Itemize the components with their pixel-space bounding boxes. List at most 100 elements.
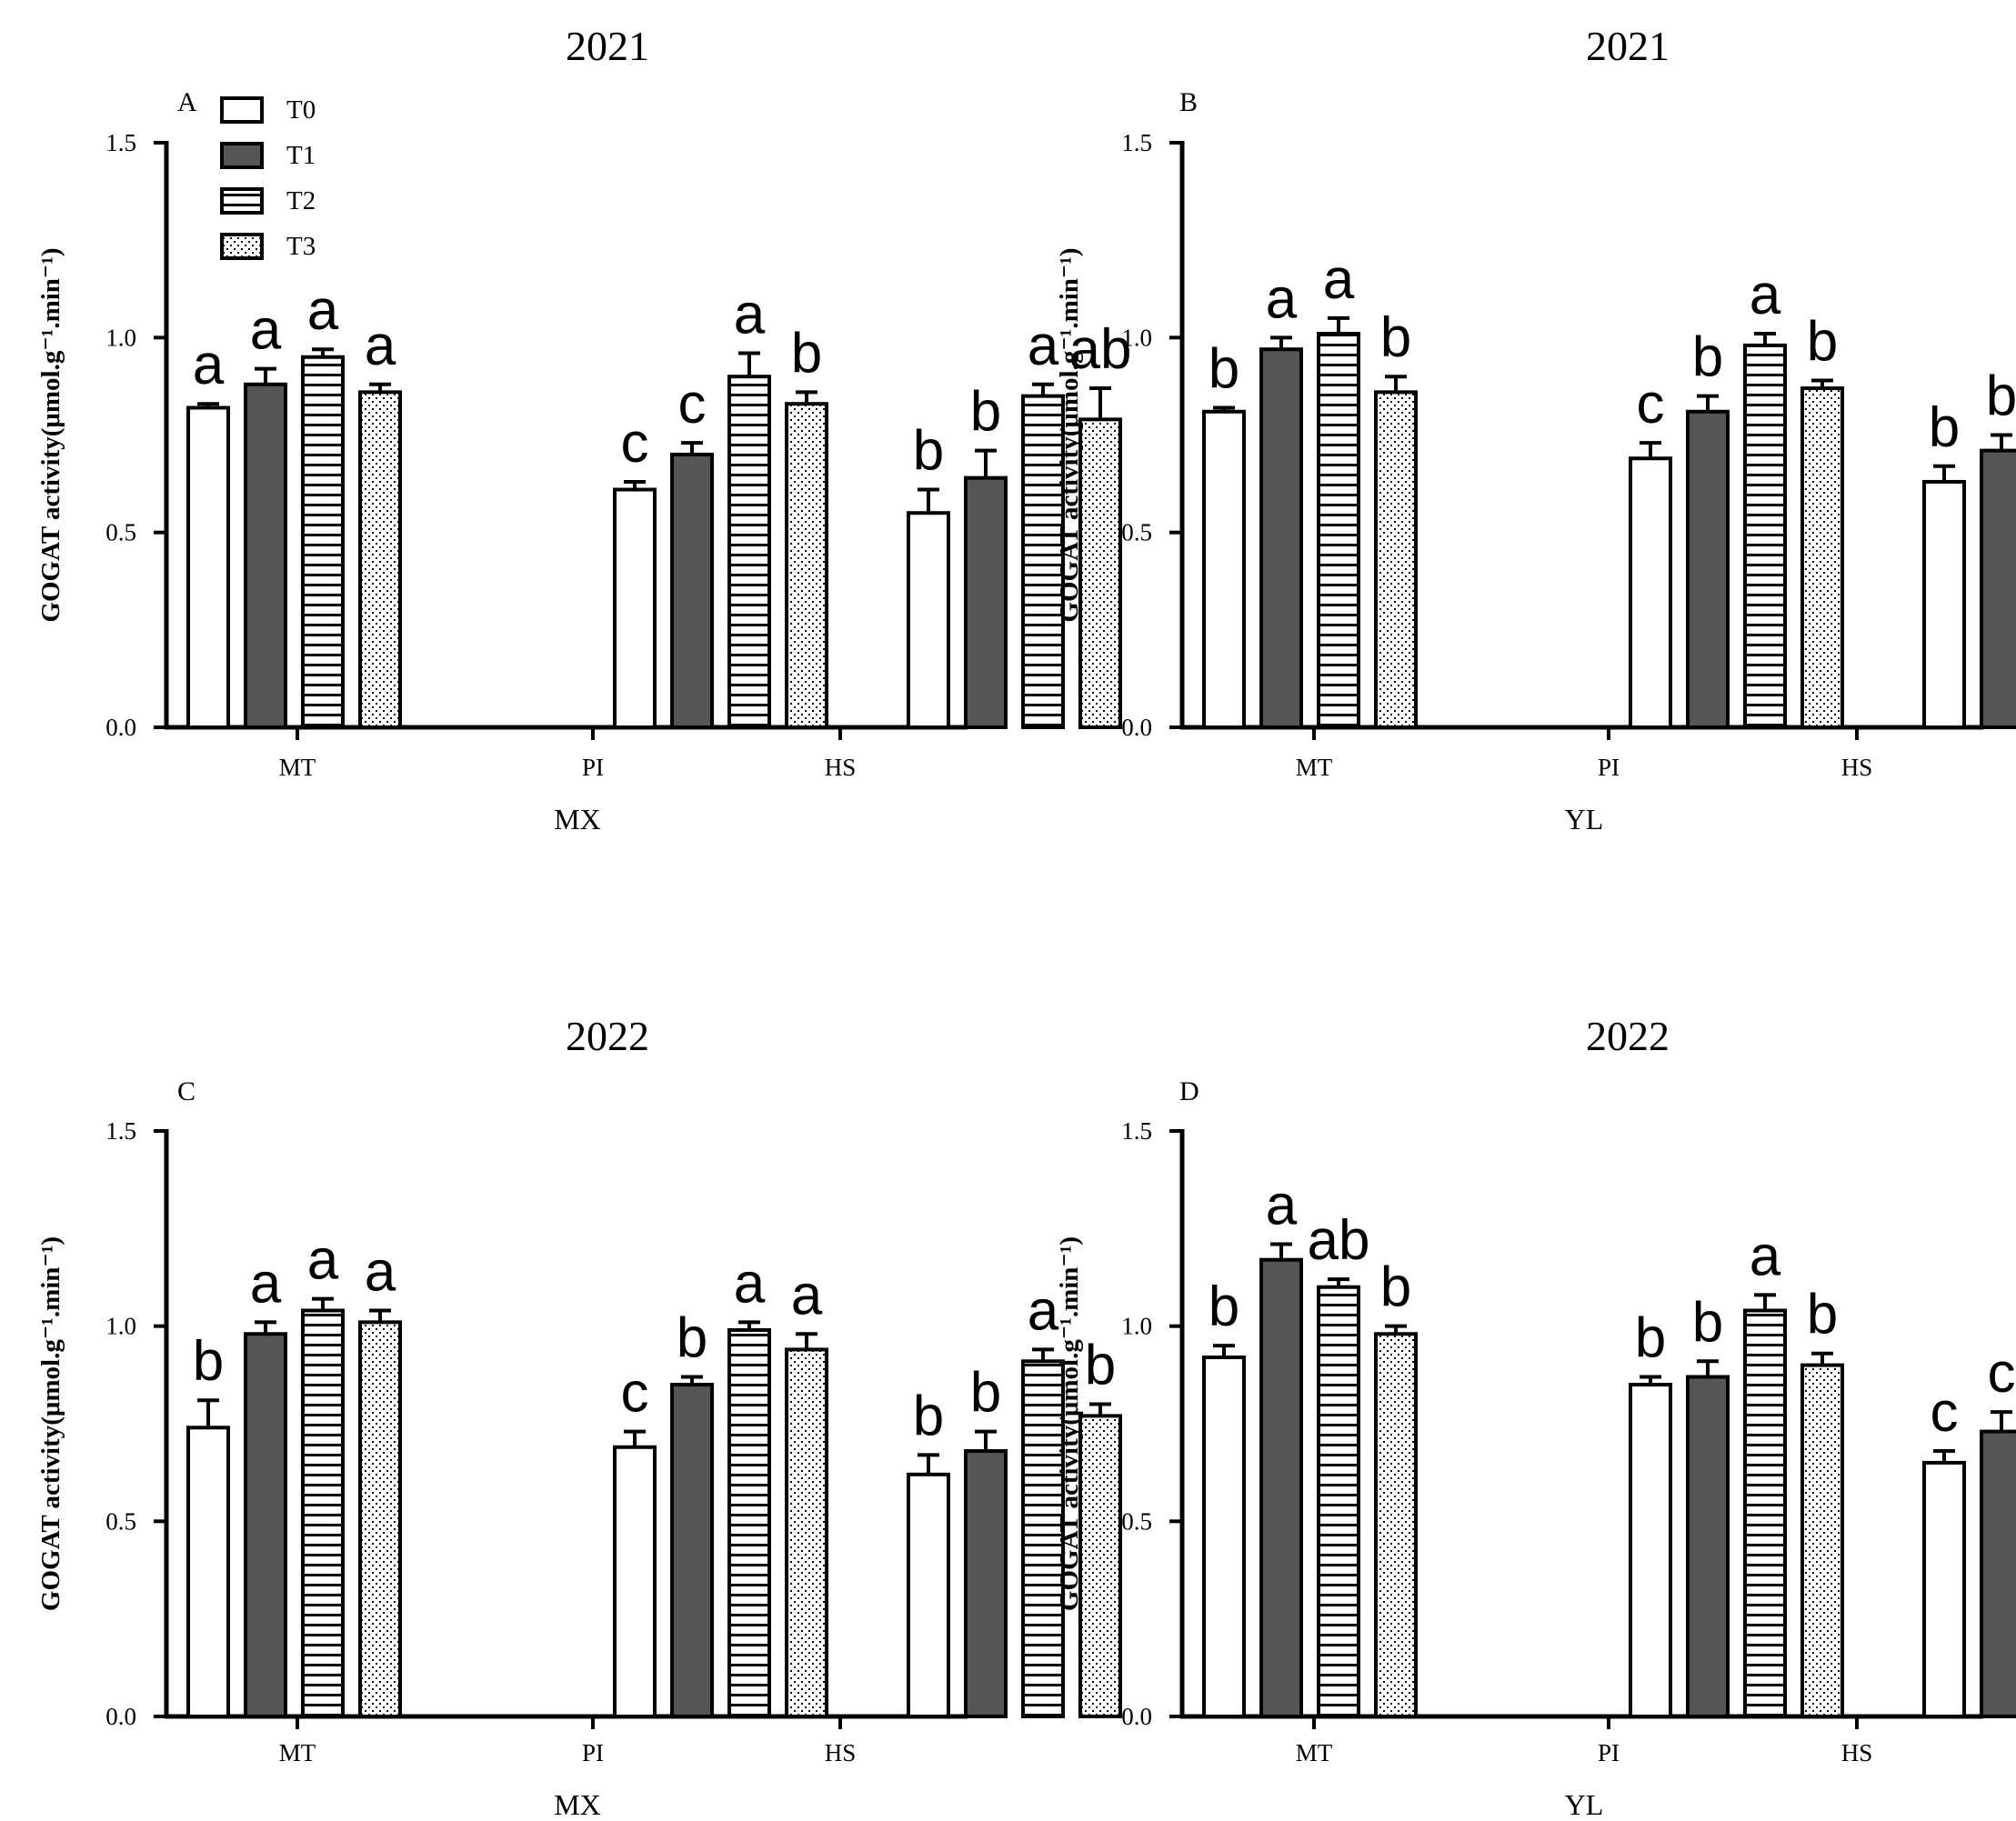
x-axis-title: MX [554, 1788, 601, 1821]
chart-title: 2021 [566, 23, 649, 69]
significance-letter: a [1266, 267, 1298, 330]
significance-letter: b [970, 1362, 1001, 1425]
bar-t1-hs [964, 1449, 1008, 1718]
y-tick-label: 1.0 [1121, 324, 1152, 351]
bar-t0-hs [1922, 479, 1966, 729]
chart-title: 2021 [1586, 23, 1670, 69]
bar-t2-pi [1743, 343, 1787, 729]
significance-letter: b [1807, 1284, 1838, 1346]
bar-t1-hs [1980, 1429, 2016, 1718]
x-axis-title: MX [554, 803, 601, 835]
y-axis-title: GOGAT activity(μmol.g⁻¹.min⁻¹) [36, 1236, 65, 1611]
legend-label-t3: T3 [286, 232, 316, 261]
significance-letter: a [250, 299, 282, 362]
bar-t0-mt [186, 1426, 230, 1718]
significance-letter: ab [1308, 1209, 1370, 1272]
x-tick-label: PI [582, 1739, 604, 1766]
significance-letter: b [1209, 337, 1239, 400]
x-tick-label: HS [1841, 754, 1873, 781]
x-tick-label: MT [279, 754, 316, 781]
legend-swatch-t3 [220, 233, 264, 260]
significance-letter: a [307, 1229, 339, 1292]
bar-t3-mt [1374, 1332, 1418, 1718]
bar-t2-pi [727, 375, 771, 729]
panel-letter: D [1179, 1076, 1199, 1106]
bar-t0-hs [907, 511, 950, 729]
y-tick-label: 1.0 [105, 324, 136, 351]
bar-t1-mt [244, 382, 287, 729]
significance-letter: b [1929, 396, 1960, 459]
y-tick-label: 0.0 [105, 714, 136, 741]
bar-t0-mt [1202, 409, 1246, 729]
bar-t1-pi [1686, 409, 1730, 729]
y-tick-label: 0.5 [105, 1507, 136, 1535]
significance-letter: a [1750, 264, 1781, 326]
legend-label-t0: T0 [286, 95, 316, 125]
bar-t1-pi [670, 1383, 714, 1718]
significance-letter: c [1637, 373, 1665, 435]
significance-letter: a [1028, 1279, 1059, 1342]
bar-t2-mt [301, 355, 345, 729]
bar-t2-pi [1743, 1308, 1787, 1718]
bar-t1-mt [1259, 1257, 1303, 1719]
significance-letter: a [193, 334, 225, 396]
bar-t3-mt [1374, 390, 1418, 729]
chart-title: 2022 [1586, 1013, 1670, 1059]
significance-letter: b [791, 322, 822, 385]
bar-t1-mt [1259, 347, 1303, 729]
significance-letter: a [365, 1240, 396, 1303]
significance-letter: a [365, 315, 396, 377]
bar-t3-mt [358, 1320, 402, 1718]
legend-swatch-t1 [220, 142, 264, 169]
panel-b: 2021 B GOGAT activity(μmol.g⁻¹.min⁻¹) 0.0 0.… [1055, 23, 2016, 835]
bar-t3-pi [785, 402, 828, 729]
x-tick-label: HS [1841, 1739, 1873, 1766]
bar-t2-mt [301, 1308, 345, 1718]
significance-letter: b [970, 381, 1001, 444]
bar-t0-pi [613, 1445, 657, 1718]
bar-t3-hs [1078, 417, 1122, 729]
panel-c: 2022 C GOGAT activity(μmol.g⁻¹.min⁻¹) 0.0 0.… [36, 1013, 1122, 1821]
y-tick-label: 0.0 [1121, 1703, 1152, 1730]
significance-letter: b [1085, 1335, 1116, 1397]
y-tick-label: 0.5 [1121, 1507, 1152, 1535]
legend: T0 T1 T2 T3 [220, 95, 316, 261]
panel-letter: A [177, 87, 197, 117]
bar-t2-pi [727, 1327, 771, 1718]
significance-letter: b [1692, 326, 1723, 389]
significance-letter: a [791, 1264, 823, 1326]
panel-a: 2021 A GOGAT activity(μmol.g⁻¹.min⁻¹) 0.0 0.… [36, 23, 1131, 835]
significance-letter: b [1380, 306, 1411, 369]
y-tick-label: 0.5 [105, 519, 136, 546]
bar-t0-pi [1629, 456, 1672, 729]
bar-t3-pi [1800, 386, 1844, 729]
significance-letter: c [621, 1362, 649, 1425]
significance-letter: b [1692, 1291, 1723, 1354]
y-axis-title: GOGAT activity(μmol.g⁻¹.min⁻¹) [1055, 1236, 1084, 1611]
bar-t1-pi [1686, 1375, 1730, 1718]
legend-label-t1: T1 [286, 141, 316, 170]
y-tick-label: 0.5 [1121, 519, 1152, 546]
y-axis-title: GOGAT activity(μmol.g⁻¹.min⁻¹) [1055, 247, 1084, 622]
significance-letter: a [1750, 1225, 1781, 1287]
bar-t2-hs [1021, 394, 1065, 729]
significance-letter: ab [1069, 318, 1132, 381]
bar-t0-pi [613, 487, 657, 729]
x-axis-title: YL [1565, 1788, 1604, 1821]
bar-t0-hs [1922, 1460, 1966, 1719]
x-tick-label: MT [1296, 1739, 1333, 1766]
y-tick-label: 1.0 [105, 1313, 136, 1340]
significance-letter: b [1807, 310, 1838, 373]
bar-t1-hs [964, 475, 1008, 729]
bar-t1-mt [244, 1332, 287, 1718]
bar-t2-hs [1021, 1359, 1065, 1718]
significance-letter: a [734, 283, 766, 345]
significance-letter: b [1635, 1306, 1666, 1369]
bar-t3-pi [785, 1347, 828, 1718]
significance-letter: b [1986, 365, 2016, 428]
panel-letter: B [1179, 87, 1198, 117]
y-axis-title: GOGAT activity(μmol.g⁻¹.min⁻¹) [36, 247, 65, 622]
x-tick-label: HS [825, 1739, 857, 1766]
bar-t2-mt [1317, 1285, 1360, 1718]
